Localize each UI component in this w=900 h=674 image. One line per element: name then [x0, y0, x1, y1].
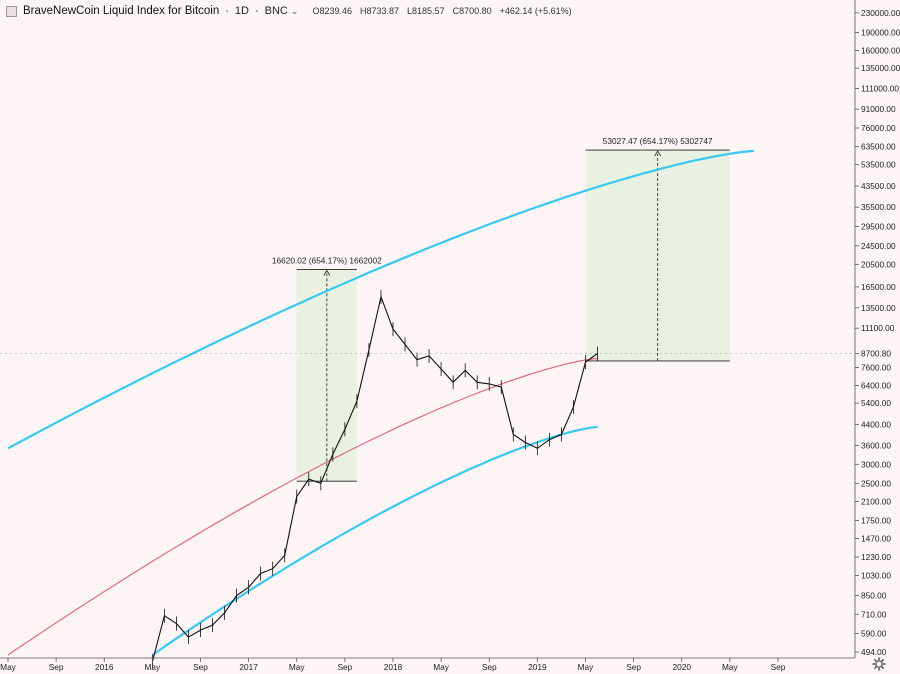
symbol-icon[interactable] [6, 5, 17, 17]
measure-arrow-head [323, 269, 331, 276]
time-tick-label: May [433, 662, 450, 672]
ohlc-readout: O8239.46 H8733.87 L8185.57 C8700.80 +462… [312, 6, 571, 16]
price-tick-label: 2100.00 [861, 496, 891, 506]
price-tick-label: 850.00 [861, 591, 887, 601]
symbol-title[interactable]: BraveNewCoin Liquid Index for Bitcoin [23, 5, 220, 17]
price-tick-label: 35500.00 [861, 202, 896, 212]
price-tick-label: 91000.00 [861, 104, 896, 114]
price-tick-label: 11100.00 [861, 323, 895, 333]
time-tick-label: May [722, 662, 739, 672]
time-tick-label: May [289, 662, 306, 672]
price-tick-label: 53500.00 [861, 160, 896, 170]
time-tick-label: Sep [771, 662, 786, 672]
time-tick-label: 2016 [95, 662, 114, 672]
time-tick-label: May [0, 662, 17, 672]
price-tick-label: 111000.00 [861, 84, 899, 94]
price-tick-label: 13500.00 [861, 303, 896, 313]
low-value: L8185.57 [407, 6, 445, 16]
open-value: O8239.46 [312, 6, 352, 16]
price-tick-label: 7600.00 [861, 363, 891, 373]
price-tick-label: 494.00 [861, 647, 887, 657]
price-tick-label: 43500.00 [861, 181, 896, 191]
change-value: +462.14 (+5.61%) [499, 6, 572, 16]
price-tick-label: 1030.00 [861, 571, 891, 581]
time-tick-label: Sep [193, 662, 208, 672]
price-tick-label: 230000.00 [861, 8, 900, 18]
time-tick-label: Sep [482, 662, 497, 672]
price-tick-label: 76000.00 [861, 123, 896, 133]
price-tick-label: 710.00 [861, 609, 887, 619]
price-tick-label: 16500.00 [861, 282, 896, 292]
time-tick-label: 2019 [528, 662, 547, 672]
price-tick-label: 1750.00 [861, 515, 891, 525]
time-tick-label: May [145, 662, 162, 672]
price-tick-label: 1230.00 [861, 552, 891, 562]
time-tick-label: May [578, 662, 595, 672]
price-tick-label: 190000.00 [861, 28, 900, 38]
chart-header: BraveNewCoin Liquid Index for Bitcoin · … [6, 3, 572, 19]
close-value: C8700.80 [452, 6, 492, 16]
header-separator: · [254, 5, 259, 17]
time-tick-label: Sep [626, 662, 641, 672]
price-tick-label: 5400.00 [861, 398, 891, 408]
time-tick-label: 2020 [672, 662, 691, 672]
price-tick-label: 20500.00 [861, 259, 896, 269]
price-tick-label: 1470.00 [861, 534, 891, 544]
price-tick-label: 6400.00 [861, 380, 891, 390]
price-tick-label: 3000.00 [861, 459, 891, 469]
time-tick-label: 2018 [384, 662, 403, 672]
exchange-label[interactable]: BNC [264, 5, 288, 17]
measure-label: 16620.02 (654.17%) 1662002 [272, 256, 382, 266]
high-value: H8733.87 [359, 6, 400, 16]
time-tick-label: Sep [337, 662, 352, 672]
header-separator: · [225, 5, 229, 17]
price-tick-label: 135000.00 [861, 63, 900, 73]
gear-icon[interactable] [872, 657, 886, 671]
price-tick-label: 4400.00 [861, 419, 891, 429]
price-tick-label: 24500.00 [861, 241, 896, 251]
price-tick-label: 590.00 [861, 629, 887, 639]
price-tick-label: 63500.00 [861, 142, 896, 152]
chevron-down-icon[interactable]: ⌄ [290, 5, 299, 16]
channel-mid-line[interactable] [7, 357, 598, 656]
channel-lower-line[interactable] [151, 425, 598, 656]
measure-label: 53027.47 (654.17%) 5302747 [603, 136, 713, 146]
time-tick-label: 2017 [239, 662, 258, 672]
measure-arrow-head [654, 150, 662, 157]
price-tick-label: 2500.00 [861, 478, 891, 488]
price-tick-label: 8700.80 [861, 349, 891, 359]
time-tick-label: Sep [49, 662, 64, 672]
price-series-line[interactable] [151, 294, 598, 662]
price-tick-label: 160000.00 [861, 46, 900, 56]
interval-label[interactable]: 1D [234, 5, 249, 17]
channel-upper-line[interactable] [7, 149, 754, 450]
price-tick-label: 3600.00 [861, 440, 891, 450]
price-tick-label: 29500.00 [861, 221, 896, 231]
